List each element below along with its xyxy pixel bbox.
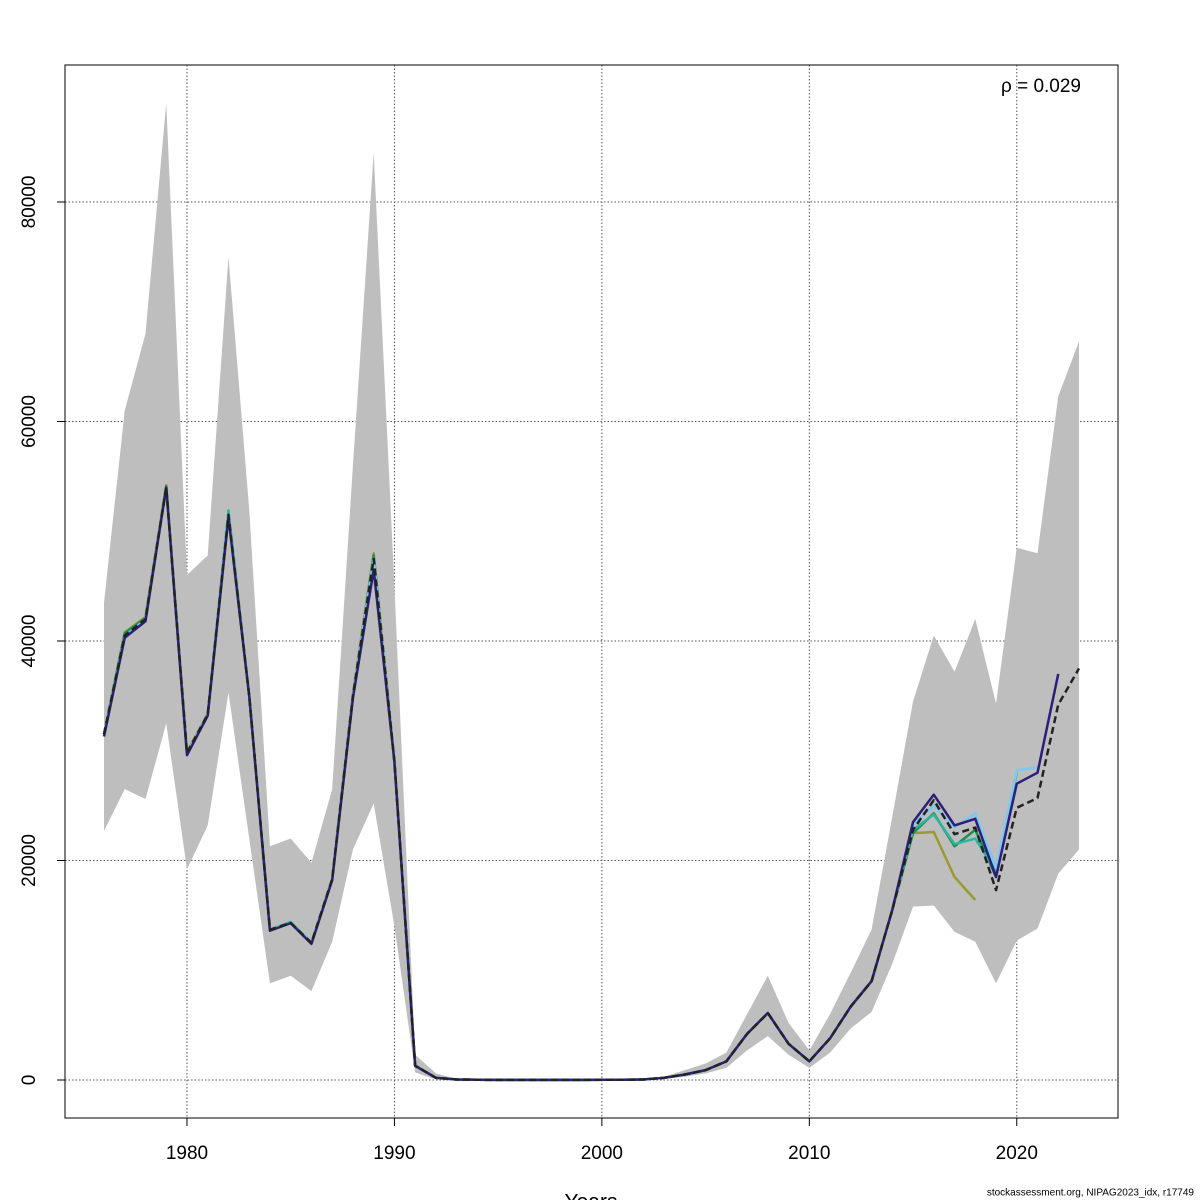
y-tick-label: 20000 [19,834,40,887]
plot-frame [64,64,1119,1119]
x-tick-label: 1980 [166,1143,208,1164]
y-tick-label: 40000 [19,615,40,668]
x-tick-label: 2020 [996,1143,1038,1164]
series-line [102,486,1081,1082]
y-tick-label: 60000 [19,395,40,448]
confidence-band [104,103,1079,1080]
y-tick-label: 0 [19,1075,40,1086]
y-tick-label: 80000 [19,176,40,229]
x-tick-label: 1990 [373,1143,415,1164]
x-axis-label: Years [565,1191,618,1200]
x-tick-label: 2000 [581,1143,623,1164]
rho-annotation: ρ = 0.029 [1001,76,1081,97]
x-tick-label: 2010 [788,1143,830,1164]
footer: stockassessment.org, NIPAG2023_idx, r177… [987,1188,1195,1199]
